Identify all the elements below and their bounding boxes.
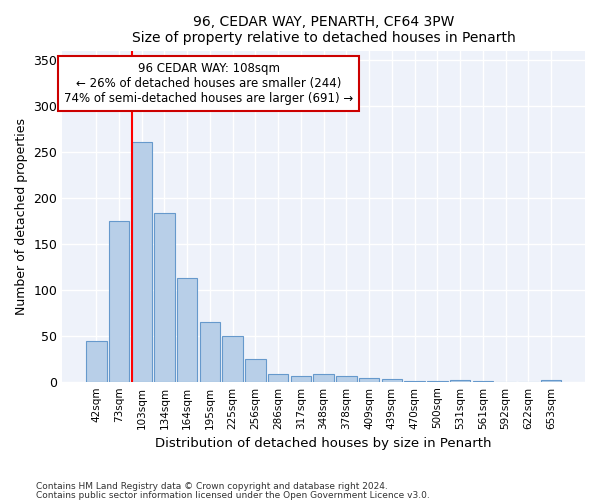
Bar [382,379,402,382]
Text: 96 CEDAR WAY: 108sqm
← 26% of detached houses are smaller (244)
74% of semi-deta: 96 CEDAR WAY: 108sqm ← 26% of detached h… [64,62,353,105]
Bar [427,381,448,382]
Bar [404,381,425,382]
Bar [473,381,493,382]
Bar [177,278,197,382]
Bar [359,378,379,382]
Bar [313,374,334,382]
Title: 96, CEDAR WAY, PENARTH, CF64 3PW
Size of property relative to detached houses in: 96, CEDAR WAY, PENARTH, CF64 3PW Size of… [132,15,515,45]
Bar [336,376,356,382]
Bar [223,336,243,382]
Bar [290,376,311,382]
Bar [86,341,107,382]
Text: Contains public sector information licensed under the Open Government Licence v3: Contains public sector information licen… [36,490,430,500]
X-axis label: Distribution of detached houses by size in Penarth: Distribution of detached houses by size … [155,437,492,450]
Bar [131,142,152,382]
Bar [109,220,129,382]
Bar [200,322,220,382]
Bar [154,214,175,382]
Bar [245,358,266,382]
Text: Contains HM Land Registry data © Crown copyright and database right 2024.: Contains HM Land Registry data © Crown c… [36,482,388,491]
Y-axis label: Number of detached properties: Number of detached properties [15,118,28,314]
Bar [268,374,289,382]
Bar [541,380,561,382]
Bar [450,380,470,382]
